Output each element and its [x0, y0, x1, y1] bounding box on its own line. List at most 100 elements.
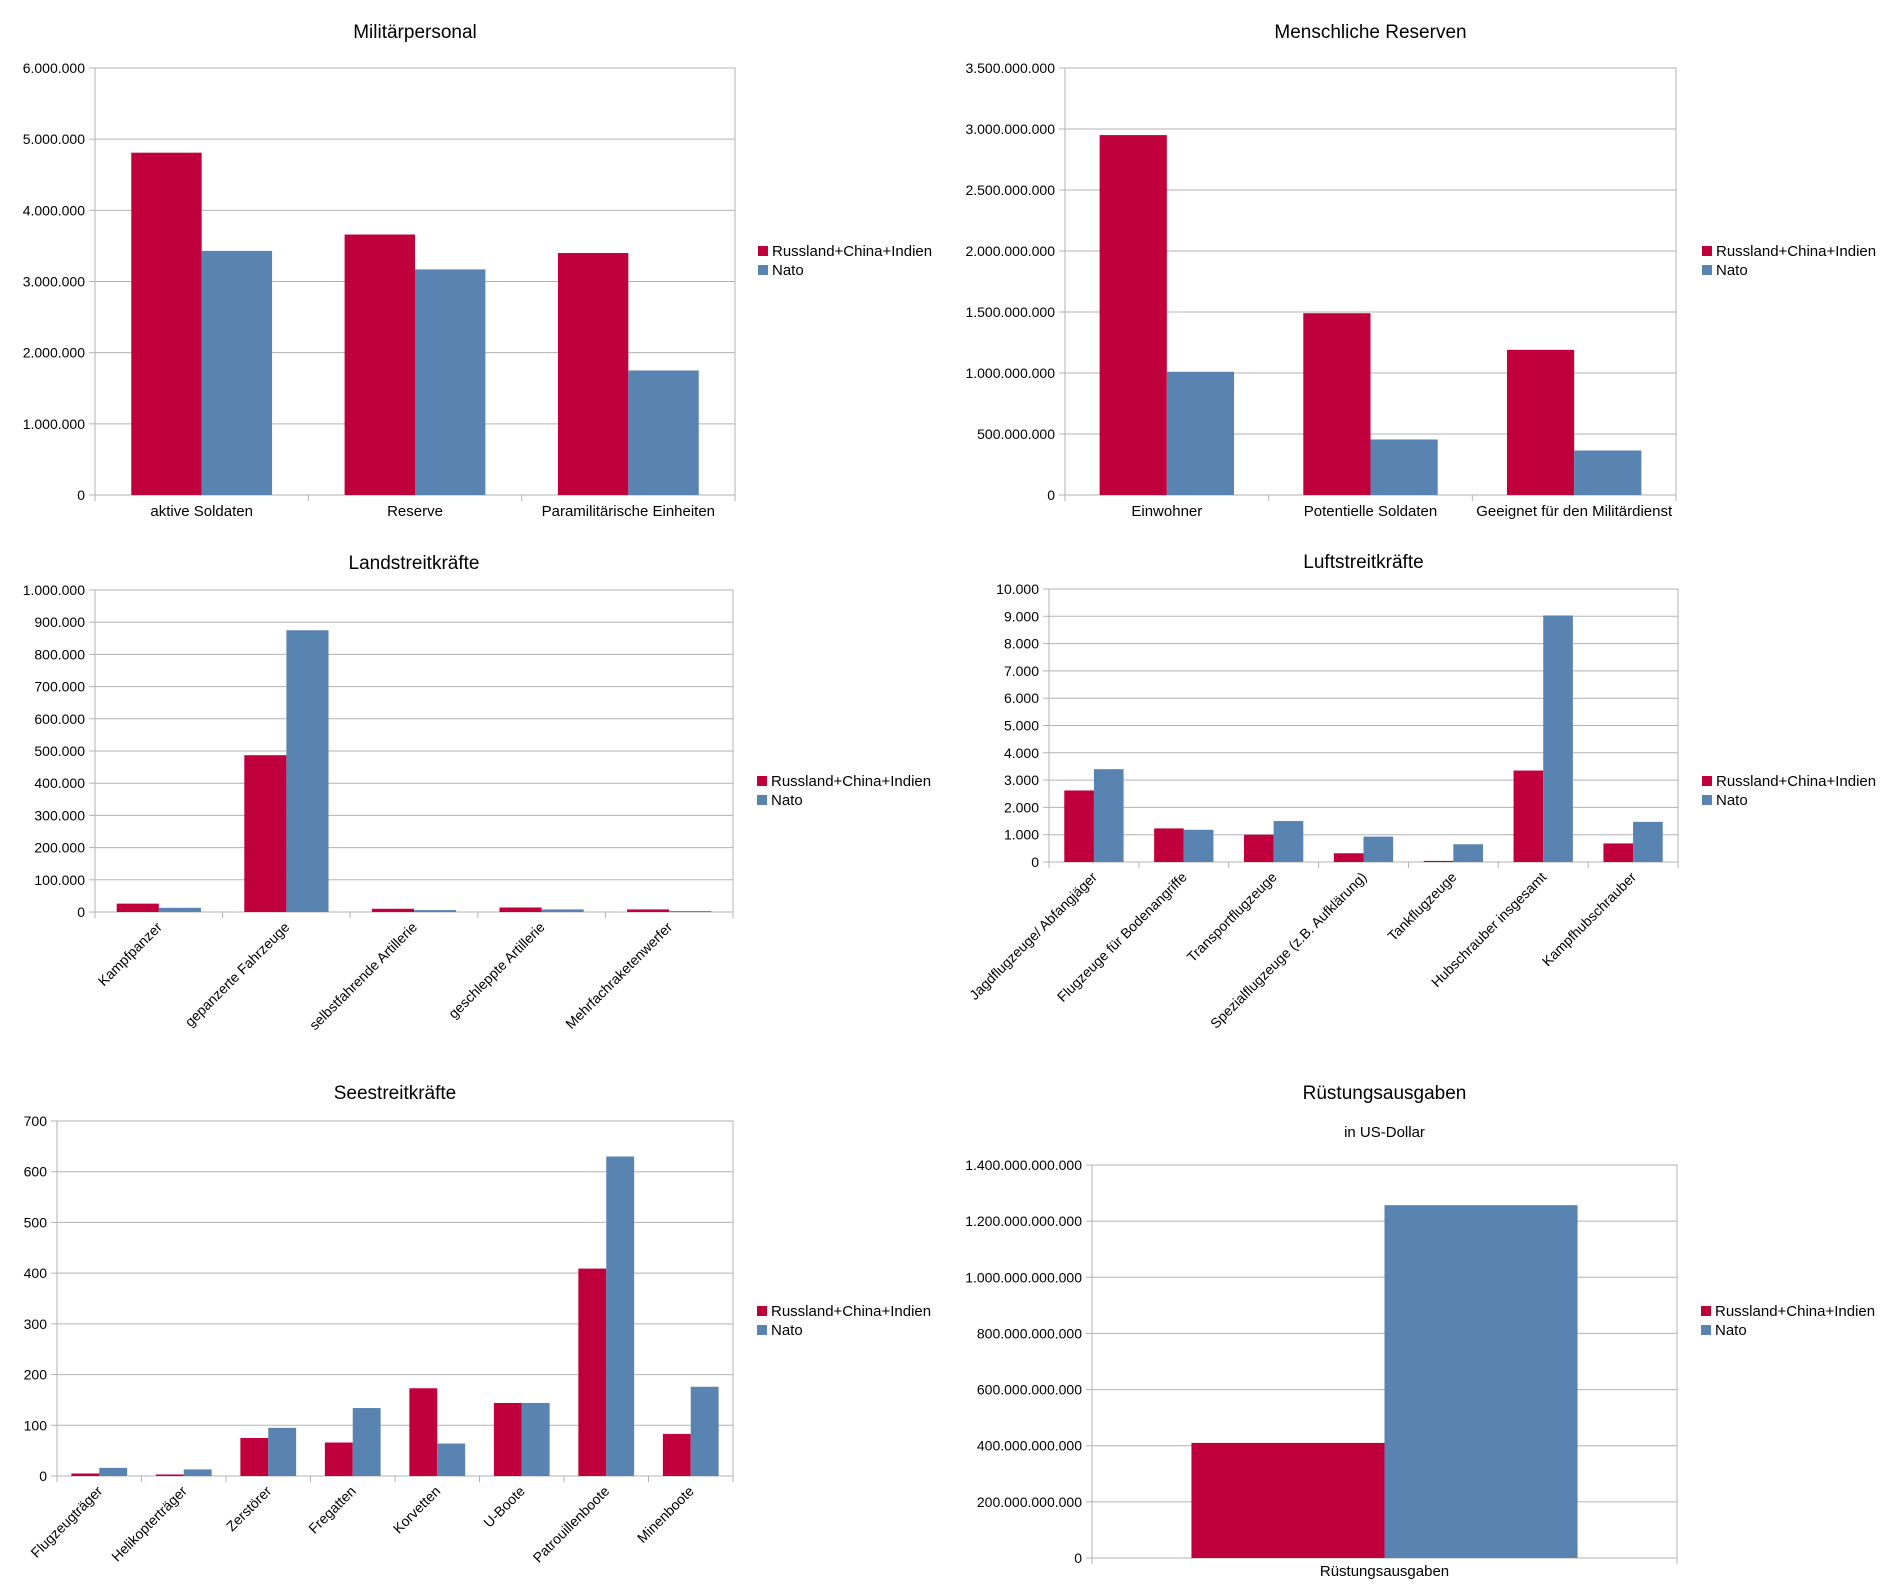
y-tick-label: 300 [24, 1316, 48, 1332]
bar-nato-mehrfachraketenwerfer [669, 911, 712, 912]
legend-swatch [758, 265, 768, 275]
bar-russland-china-indien-kampfhubschrauber [1603, 843, 1634, 862]
bar-russland-china-indien-korvetten [409, 1388, 438, 1476]
bar-russland-china-indien-aktive-soldaten [131, 152, 202, 495]
y-tick-label: 3.000.000.000 [965, 121, 1055, 137]
chart-title: Militärpersonal [353, 22, 477, 43]
y-tick-label: 1.000.000.000 [965, 365, 1055, 381]
bar-russland-china-indien-paramilit-rische-einheiten [557, 253, 629, 495]
x-category-label: Spezialflugzeuge (z.B. Aufklärung) [1207, 869, 1370, 1032]
y-tick-label: 1.000.000 [23, 582, 85, 598]
y-tick-label: 1.000.000.000.000 [965, 1269, 1082, 1285]
y-tick-label: 3.000.000 [23, 274, 85, 290]
bar-nato-paramilit-rische-einheiten [628, 370, 699, 495]
x-category-label: gepanzerte Fahrzeuge [182, 919, 293, 1030]
chart-title: Rüstungsausgaben [1303, 1083, 1467, 1104]
y-tick-label: 1.000 [1004, 827, 1039, 843]
bar-nato-reserve [415, 269, 486, 495]
x-category-label: Helikopterträger [108, 1483, 190, 1565]
bar-russland-china-indien-spezialflugzeuge-z-b-aufkl-rung [1333, 853, 1364, 862]
bar-nato-helikoptertr-ger [183, 1469, 212, 1476]
bar-nato-jagdflugzeuge-abfangj-ger [1093, 769, 1124, 862]
y-tick-label: 4.000 [1004, 745, 1039, 761]
y-tick-label: 1.200.000.000.000 [965, 1213, 1082, 1229]
x-category-label: Kampfhubschrauber [1539, 869, 1640, 970]
y-tick-label: 500.000.000 [977, 426, 1055, 442]
y-tick-label: 200 [24, 1367, 48, 1383]
y-tick-label: 7.000 [1004, 663, 1039, 679]
bar-nato-geschleppte-artillerie [541, 909, 584, 912]
legend-label: Nato [1715, 1322, 1747, 1339]
x-category-label: Rüstungsausgaben [1320, 1563, 1449, 1580]
bar-nato-kampfhubschrauber [1633, 821, 1663, 862]
y-tick-label: 500 [24, 1214, 48, 1230]
legend: Russland+China+Indien Nato [1701, 1303, 1875, 1339]
legend-label: Russland+China+Indien [1716, 773, 1876, 790]
legend-label: Russland+China+Indien [771, 1303, 931, 1320]
legend: Russland+China+Indien Nato [757, 773, 931, 809]
x-category-label: Kampfpanzer [95, 919, 165, 989]
bar-nato-potentielle-soldaten [1370, 439, 1438, 495]
legend: Russland+China+Indien Nato [757, 1303, 931, 1339]
legend-label: Nato [1716, 792, 1748, 809]
x-category-label: Paramilitärische Einheiten [542, 503, 715, 520]
bar-nato-geeignet-f-r-den-milit-rdienst [1574, 450, 1642, 495]
legend-label: Russland+China+Indien [772, 243, 932, 260]
bar-russland-china-indien-flugzeuge-f-r-bodenangriffe [1154, 828, 1184, 862]
y-tick-label: 600.000 [34, 711, 85, 727]
bar-nato-tankflugzeuge [1453, 844, 1484, 862]
bar-russland-china-indien-gepanzerte-fahrzeuge [244, 755, 287, 912]
x-category-label: Mehrfachraketenwerfer [562, 919, 675, 1032]
y-tick-label: 1.500.000.000 [965, 304, 1055, 320]
x-category-label: Fregatten [305, 1483, 359, 1537]
bar-russland-china-indien-einwohner [1099, 135, 1167, 495]
bar-russland-china-indien-tankflugzeuge [1423, 860, 1454, 862]
x-category-label: Zerstörer [223, 1483, 275, 1535]
bar-russland-china-indien-fregatten [324, 1442, 353, 1476]
bar-russland-china-indien-hubschrauber-insgesamt [1513, 770, 1544, 862]
chart-title: Landstreitkräfte [349, 553, 480, 574]
bar-nato-einwohner [1166, 371, 1235, 495]
legend-label: Russland+China+Indien [1715, 1303, 1875, 1320]
x-category-label: Geeignet für den Militärdienst [1476, 503, 1673, 520]
x-category-label: Patrouillenboote [530, 1483, 613, 1566]
bar-nato-u-boote [521, 1402, 550, 1476]
legend-swatch [1702, 795, 1712, 805]
y-tick-label: 0 [77, 904, 85, 920]
legend: Russland+China+Indien Nato [1702, 773, 1876, 809]
y-tick-label: 700.000 [34, 679, 85, 695]
y-tick-label: 2.000.000.000 [965, 243, 1055, 259]
legend-swatch [1702, 776, 1712, 786]
legend-label: Russland+China+Indien [771, 773, 931, 790]
y-tick-label: 1.400.000.000.000 [965, 1157, 1082, 1173]
legend-swatch [757, 776, 767, 786]
bar-russland-china-indien-r-stungsausgaben [1191, 1442, 1385, 1558]
legend-swatch [758, 246, 768, 256]
y-tick-label: 0 [77, 487, 85, 503]
legend-swatch [1702, 246, 1712, 256]
y-tick-label: 800.000 [34, 646, 85, 662]
bar-russland-china-indien-reserve [344, 234, 415, 495]
x-category-label: U-Boote [480, 1483, 528, 1531]
bar-russland-china-indien-jagdflugzeuge-abfangj-ger [1064, 790, 1094, 862]
legend-label: Russland+China+Indien [1716, 243, 1876, 260]
y-tick-label: 100 [24, 1417, 48, 1433]
bar-russland-china-indien-geschleppte-artillerie [499, 907, 542, 912]
x-category-label: geschleppte Artillerie [445, 919, 548, 1022]
bar-russland-china-indien-patrouillenboote [578, 1268, 607, 1476]
bar-russland-china-indien-transportflugzeuge [1243, 834, 1274, 862]
y-tick-label: 200.000.000.000 [977, 1494, 1082, 1510]
bar-nato-zerst-rer [268, 1427, 297, 1476]
bar-russland-china-indien-geeignet-f-r-den-milit-rdienst [1506, 349, 1575, 495]
chart-title: Menschliche Reserven [1274, 22, 1466, 43]
x-category-label: Korvetten [390, 1483, 444, 1537]
x-category-label: Potentielle Soldaten [1304, 503, 1437, 520]
y-tick-label: 0 [1031, 854, 1039, 870]
x-category-label: Tankflugzeuge [1384, 869, 1459, 944]
y-tick-label: 600 [24, 1164, 48, 1180]
legend-swatch [1702, 265, 1712, 275]
x-category-label: Flugzeugträger [27, 1483, 105, 1561]
bar-nato-spezialflugzeuge-z-b-aufkl-rung [1363, 836, 1394, 862]
legend-label: Nato [1716, 262, 1748, 279]
